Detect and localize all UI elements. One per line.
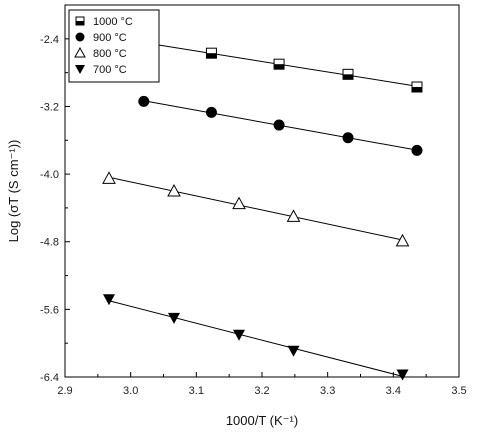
y-tick-label: -4.0 (40, 169, 59, 181)
data-point (74, 46, 86, 58)
y-tick-label: -5.6 (40, 304, 59, 316)
legend-entry: 1000 °C (75, 16, 133, 28)
data-point (232, 196, 246, 210)
data-point (287, 345, 300, 357)
y-tick-label: -3.2 (40, 101, 59, 113)
x-axis: 2.9 3.0 3.1 3.2 3.3 3.4 3.5 (57, 372, 467, 397)
y-axis-title: Log (σT (S cm⁻¹)) (6, 140, 21, 243)
data-point (286, 209, 301, 222)
data-point (411, 144, 423, 156)
data-point (167, 183, 181, 197)
legend-label: 800 °C (93, 48, 127, 60)
data-point (205, 47, 217, 59)
data-point (168, 312, 181, 324)
legend-entry: 900 °C (75, 32, 127, 44)
y-axis: -2.4 -3.2 -4.0 -4.8 -5.6 -6.4 (40, 34, 70, 384)
data-markers (102, 37, 423, 381)
data-point (75, 32, 85, 42)
fit-lines (108, 42, 418, 377)
y-tick-label: -4.8 (40, 237, 59, 249)
data-point (411, 81, 423, 93)
x-tick-label: 3.0 (123, 385, 138, 397)
x-tick-label: 3.5 (451, 385, 466, 397)
x-axis-title: 1000/T (K⁻¹) (226, 413, 298, 428)
data-point (342, 68, 354, 80)
data-point (396, 369, 409, 381)
data-point (102, 171, 116, 184)
data-point (75, 16, 85, 26)
data-point (138, 95, 150, 107)
data-point (75, 65, 85, 74)
fit-line (108, 176, 403, 241)
data-point (395, 233, 410, 247)
legend-entry: 700 °C (75, 64, 127, 76)
y-tick-label: -2.4 (40, 34, 59, 46)
x-tick-label: 2.9 (57, 385, 72, 397)
x-tick-label: 3.2 (254, 385, 269, 397)
x-tick-label: 3.3 (320, 385, 335, 397)
data-point (102, 294, 115, 306)
y-tick-label: -6.4 (40, 372, 59, 384)
data-point (342, 132, 354, 144)
legend-label: 1000 °C (93, 16, 133, 28)
data-point (273, 119, 285, 131)
x-tick-label: 3.1 (189, 385, 204, 397)
legend-label: 700 °C (93, 64, 127, 76)
fit-line (108, 300, 403, 377)
data-point (273, 58, 285, 70)
data-point (205, 106, 217, 118)
legend: 1000 °C 900 °C 800 °C 700 °C (68, 9, 160, 83)
x-tick-label: 3.4 (386, 385, 401, 397)
legend-label: 900 °C (93, 32, 127, 44)
legend-entry: 800 °C (74, 46, 127, 60)
data-point (233, 329, 246, 341)
